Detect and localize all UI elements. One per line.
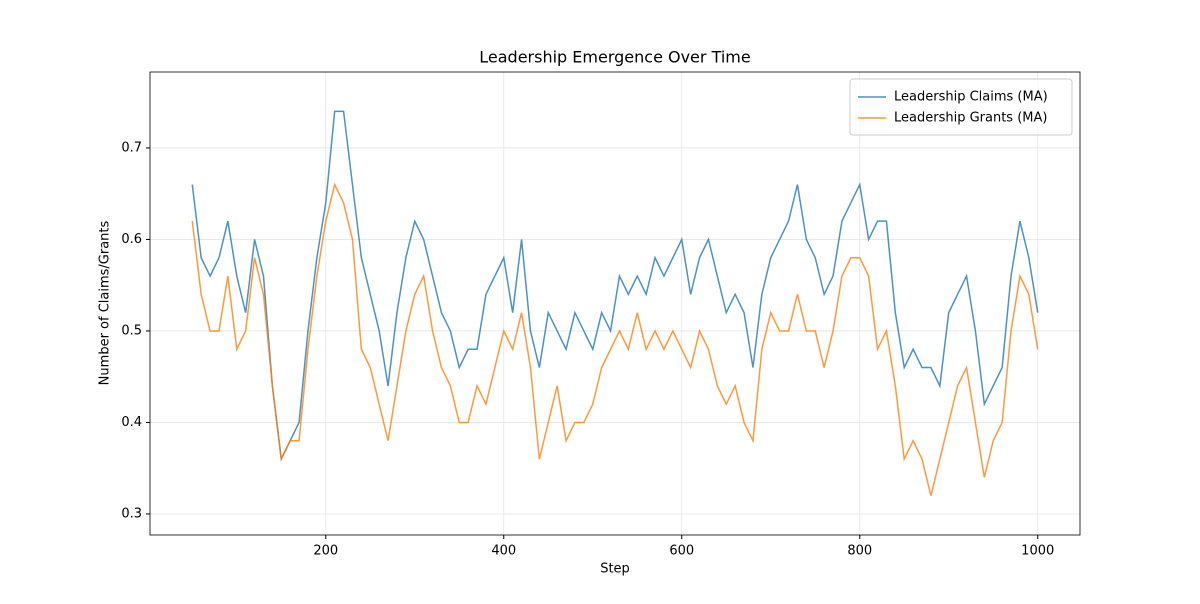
data-line: [191, 110, 1039, 462]
x-tick-label: 600: [669, 544, 694, 559]
legend-box: [849, 78, 1073, 136]
x-tick-label: 400: [491, 544, 516, 559]
y-tick-label: 0.5: [121, 323, 142, 338]
chart-title: Leadership Emergence Over Time: [479, 48, 750, 67]
y-axis-label: Number of Claims/Grants: [98, 220, 113, 385]
x-tick-label: 1000: [1021, 544, 1054, 559]
legend-label: Leadership Grants (MA): [894, 111, 1047, 126]
y-tick-label: 0.7: [121, 140, 142, 155]
x-tick-label: 800: [847, 544, 872, 559]
legend-label: Leadership Claims (MA): [894, 90, 1048, 105]
y-tick-label: 0.4: [121, 415, 142, 430]
data-line: [191, 182, 1039, 496]
x-axis-label: Step: [600, 562, 630, 577]
y-tick-label: 0.3: [121, 506, 142, 521]
x-tick-label: 200: [313, 544, 338, 559]
y-tick-label: 0.6: [121, 232, 142, 247]
plot-frame: [149, 71, 1081, 536]
